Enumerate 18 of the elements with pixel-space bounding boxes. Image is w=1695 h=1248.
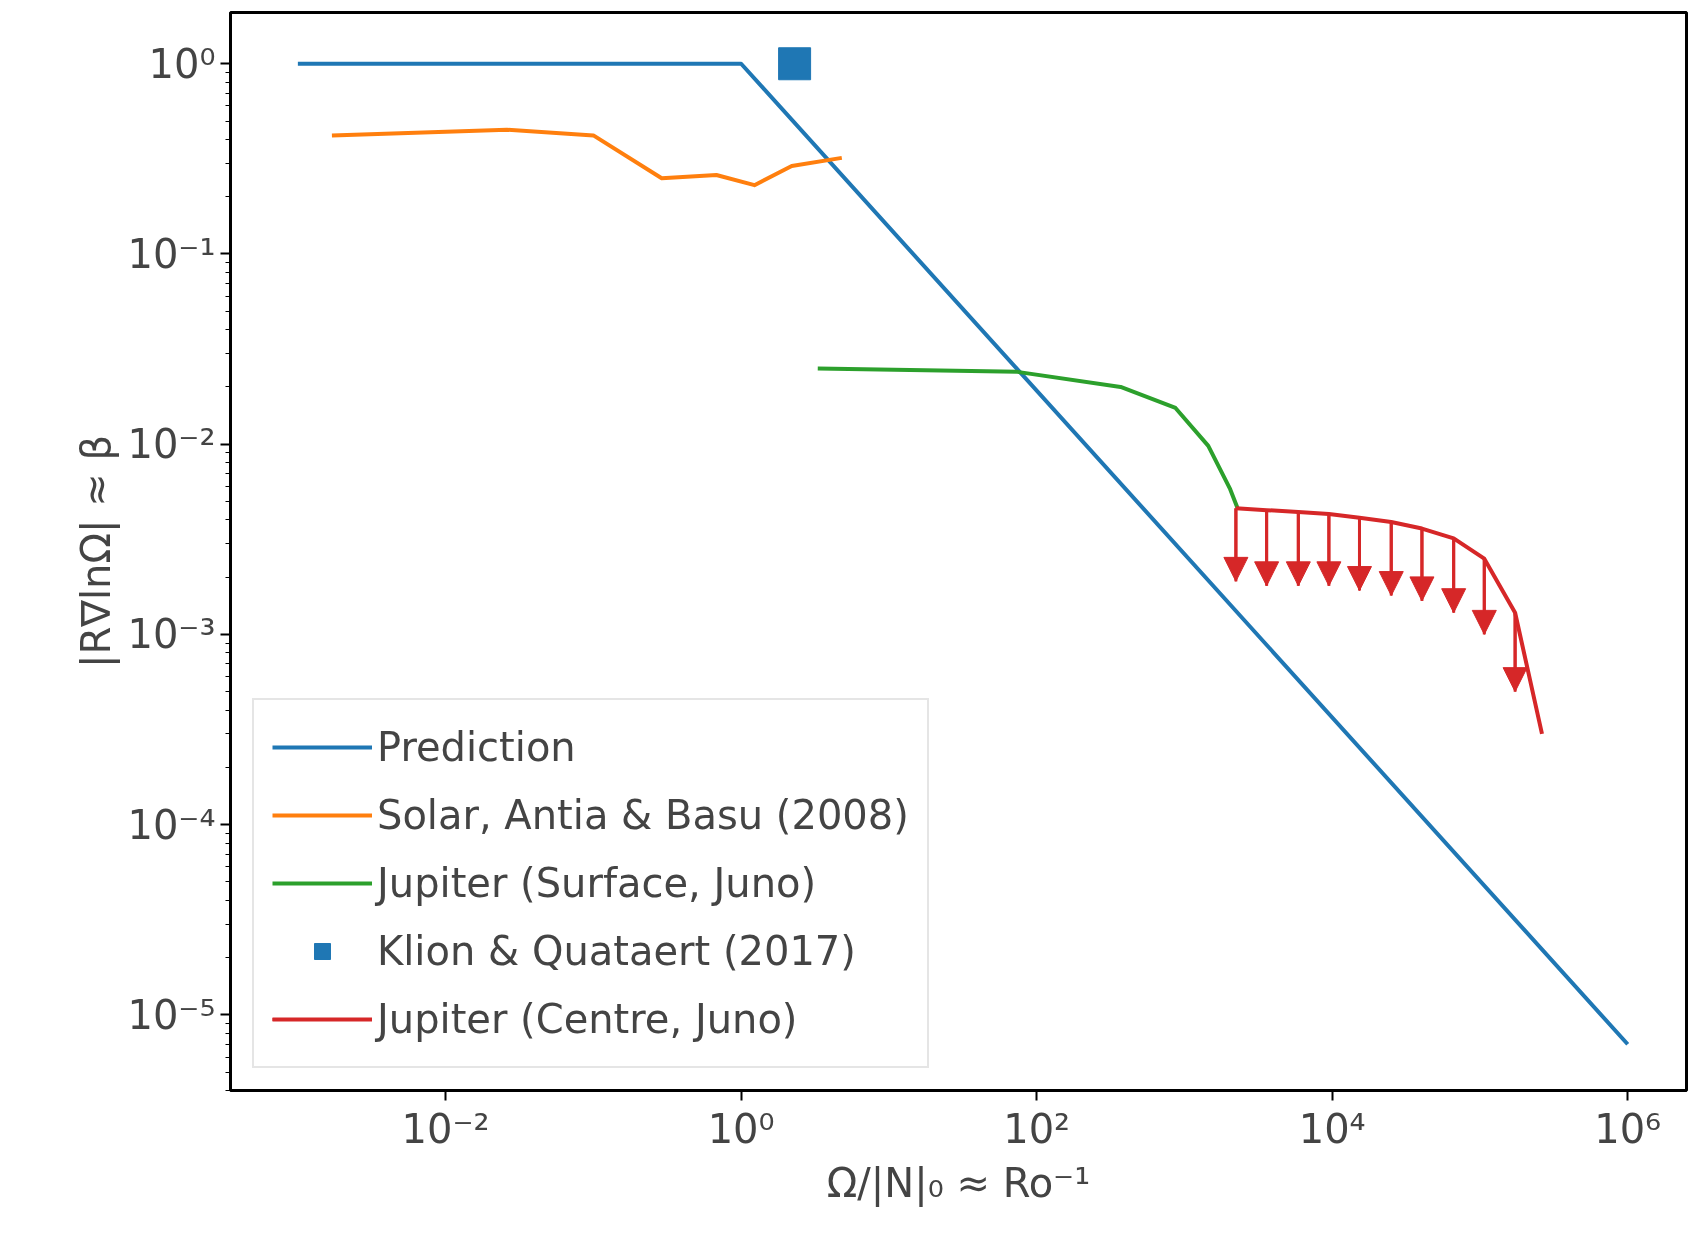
x-tick-label: 10² [1003, 1105, 1071, 1152]
x-tick-label: 10⁰ [707, 1105, 775, 1152]
legend-label: Jupiter (Centre, Juno) [377, 995, 798, 1044]
legend-label: Klion & Quataert (2017) [377, 927, 856, 976]
x-tick-label: 10⁴ [1298, 1105, 1366, 1152]
y-axis-title: |R∇lnΩ| ≈ β [73, 434, 121, 668]
y-tick-label: 10⁻¹ [127, 230, 216, 277]
legend-label: Jupiter (Surface, Juno) [377, 859, 817, 908]
y-tick-label: 10⁻² [127, 421, 216, 468]
y-tick-label: 10⁻⁵ [127, 991, 216, 1038]
x-tick-label: 10⁶ [1594, 1105, 1662, 1152]
y-tick-label: 10⁻³ [127, 611, 216, 658]
x-tick-label: 10⁻² [401, 1105, 490, 1152]
legend-label: Solar, Antia & Basu (2008) [377, 791, 909, 840]
legend-label: Prediction [377, 723, 576, 772]
x-axis-title: Ω/|N|₀ ≈ Ro⁻¹ [826, 1159, 1091, 1207]
y-tick-label: 10⁻⁴ [127, 801, 216, 848]
y-tick-label: 10⁰ [148, 40, 216, 87]
